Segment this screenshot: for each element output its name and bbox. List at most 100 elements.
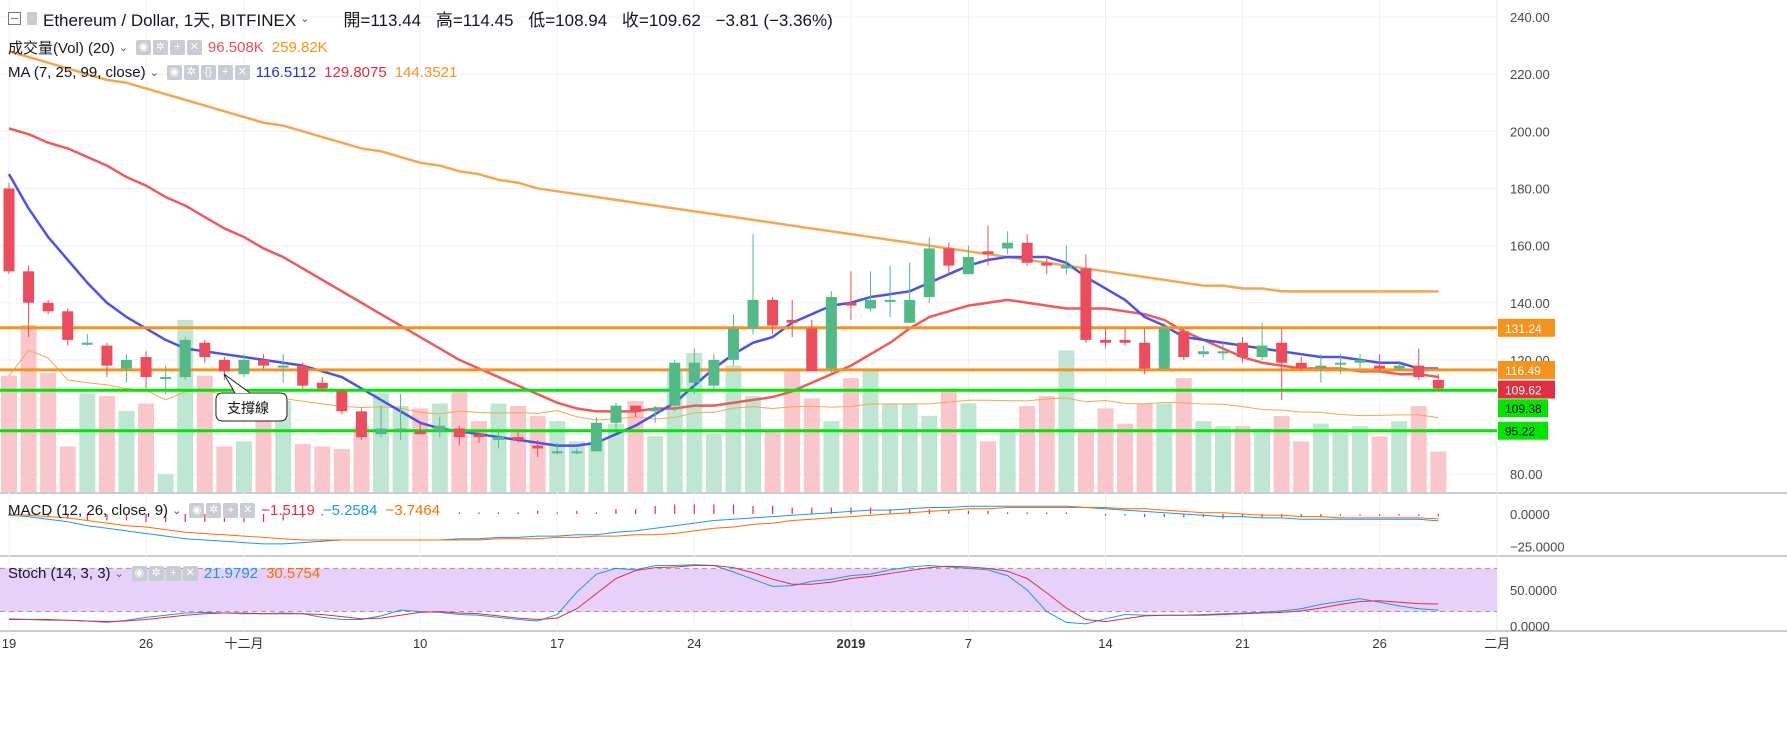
flag-icon[interactable] — [27, 12, 37, 25]
eye-icon[interactable]: ◉ — [135, 40, 151, 55]
plus-icon[interactable]: + — [217, 65, 233, 80]
support-price-label-bg — [1498, 399, 1548, 418]
volume-bar — [1352, 426, 1369, 492]
annotation-callout — [215, 373, 288, 422]
volume-label[interactable]: 成交量(Vol) (20) — [8, 40, 115, 57]
candle-body — [727, 328, 739, 360]
resistance-price-label-bg — [1498, 318, 1555, 337]
candle-body — [493, 437, 504, 440]
volume-bar — [20, 325, 37, 492]
chevron-down-icon[interactable]: ⌄ — [172, 505, 182, 517]
close-icon[interactable]: ✕ — [240, 503, 256, 518]
chevron-down-icon[interactable]: ⌄ — [118, 42, 128, 54]
candle-body — [297, 365, 309, 386]
candle-body — [1178, 331, 1190, 358]
candle-body — [865, 299, 877, 309]
ma99-line — [8, 50, 1439, 293]
candle-body — [512, 437, 524, 440]
volume-bar — [1077, 431, 1094, 492]
close-value: 收=109.62 — [621, 11, 701, 30]
candle-body — [1334, 362, 1346, 365]
volume-bar — [118, 411, 135, 492]
volume-bar — [803, 398, 820, 492]
volume-bar — [725, 365, 742, 492]
chevron-down-icon[interactable]: ⌄ — [114, 568, 124, 580]
candle-body — [316, 382, 328, 389]
close-icon[interactable]: ✕ — [182, 566, 198, 581]
volume-bar — [1214, 426, 1231, 492]
gear-icon[interactable]: ✲ — [152, 40, 168, 55]
x-axis-tick-label: 10 — [413, 636, 427, 651]
resistance-price-label: 131.24 — [1505, 322, 1542, 336]
candle-body — [101, 345, 113, 366]
candle-body — [23, 271, 35, 303]
ma25-value: 129.8075 — [324, 64, 387, 81]
change-value: −3.81 (−3.36%) — [715, 11, 833, 30]
candle-body — [414, 431, 426, 435]
candle-body — [120, 359, 132, 369]
y-axis-tick-label: 140.00 — [1510, 296, 1550, 311]
volume-bar — [333, 448, 350, 492]
eye-icon[interactable]: ◉ — [189, 503, 205, 518]
candle-body — [1256, 345, 1268, 358]
volume-bar — [1410, 405, 1427, 492]
macd-line — [8, 505, 1439, 545]
chevron-down-icon[interactable]: ⌄ — [300, 13, 310, 25]
symbol-title[interactable]: Ethereum / Dollar, 1天, BITFINEX — [43, 11, 297, 30]
volume-ma-value: 259.82K — [271, 39, 328, 56]
x-axis-tick-label: 17 — [550, 636, 564, 651]
chevron-down-icon[interactable]: ⌄ — [149, 67, 159, 79]
volume-bar — [40, 373, 57, 492]
gear-icon[interactable]: ✲ — [148, 566, 164, 581]
ma-legend: MA (7, 25, 99, close) ⌄ ◉ ✲{} + ✕ 116.5112 … — [8, 64, 465, 81]
close-icon[interactable]: ✕ — [234, 65, 250, 80]
braces-icon[interactable]: {} — [200, 65, 216, 80]
main-legend: Ethereum / Dollar, 1天, BITFINEX ⌄ 開=113.… — [8, 6, 843, 31]
candle-body — [1432, 379, 1444, 389]
candle-body — [982, 251, 994, 255]
candle-body — [649, 408, 661, 412]
plus-icon[interactable]: + — [223, 503, 239, 518]
volume-bar — [980, 441, 996, 492]
gear-icon[interactable]: ✲ — [206, 503, 222, 518]
candle-body — [179, 339, 191, 378]
gear-icon[interactable]: ✲ — [183, 65, 199, 80]
volume-bar — [568, 441, 585, 492]
eye-icon[interactable]: ◉ — [131, 566, 147, 581]
plus-icon[interactable]: + — [169, 40, 185, 55]
stoch-d-line — [9, 565, 1439, 623]
stoch-y-tick-label: 50.0000 — [1510, 583, 1557, 598]
candle-body — [532, 445, 544, 449]
collapse-icon[interactable] — [8, 12, 21, 25]
close-icon[interactable]: ✕ — [186, 40, 202, 55]
ma-label[interactable]: MA (7, 25, 99, close) — [8, 64, 146, 81]
stoch-k-value: 21.9792 — [203, 565, 259, 582]
support-price-label: 109.38 — [1505, 402, 1542, 416]
volume-bar — [1254, 428, 1271, 492]
volume-bar — [138, 403, 155, 492]
candle-body — [1060, 265, 1072, 269]
volume-bar — [353, 426, 370, 492]
macd-y-tick-label: −25.0000 — [1510, 540, 1565, 555]
stoch-legend: Stoch (14, 3, 3) ⌄ ◉ ✲ + ✕ 21.9792 30.5754 — [8, 565, 328, 582]
stoch-k-line — [8, 564, 1439, 625]
stoch-label[interactable]: Stoch (14, 3, 3) — [8, 565, 111, 582]
candle-body — [375, 428, 387, 435]
eye-icon[interactable]: ◉ — [166, 65, 182, 80]
plus-icon[interactable]: + — [165, 566, 181, 581]
volume-bar — [1, 375, 17, 492]
candle-body — [1354, 359, 1366, 363]
volume-bar — [1195, 421, 1212, 492]
volume-bar — [1391, 421, 1408, 492]
candle-body — [1413, 365, 1425, 378]
candle-body — [3, 188, 15, 272]
volume-bar — [1019, 405, 1036, 492]
volume-bar — [59, 446, 76, 492]
macd-label[interactable]: MACD (12, 26, close, 9) — [8, 502, 169, 519]
x-axis-tick-label: 26 — [139, 636, 153, 651]
volume-bar — [392, 405, 409, 492]
candle-body — [884, 299, 896, 302]
candle-body — [395, 428, 407, 431]
x-axis-tick-label: 2019 — [836, 636, 865, 651]
